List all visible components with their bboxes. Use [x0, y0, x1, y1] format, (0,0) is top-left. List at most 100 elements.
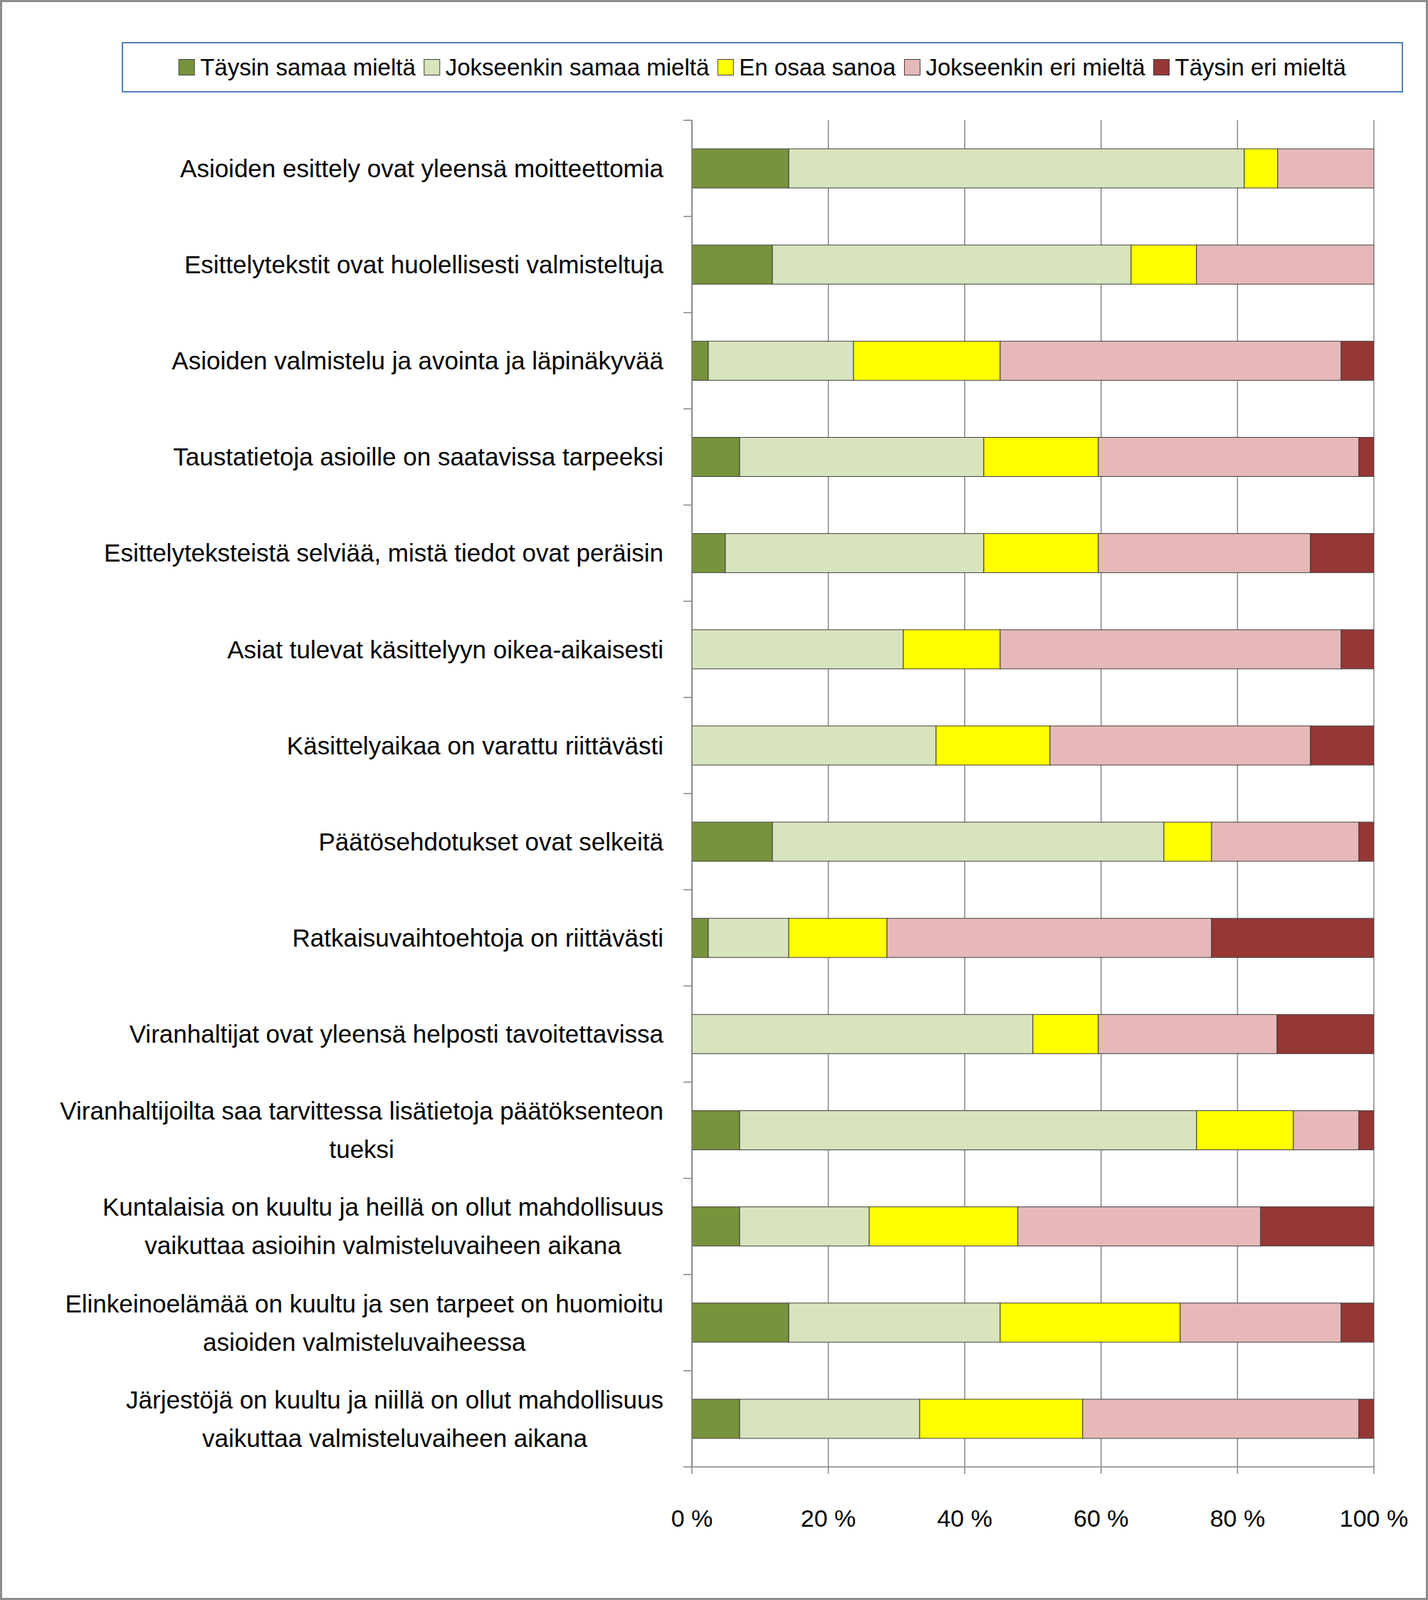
legend: Täysin samaa mieltä Jokseenkin samaa miel… — [178, 54, 1347, 81]
bar-segment — [708, 340, 854, 381]
category-label: Kuntalaisia on kuultu ja heillä on ollut… — [102, 1193, 664, 1260]
bar-segment — [739, 1207, 870, 1247]
tick-mark — [691, 1467, 693, 1475]
bar-segment — [1131, 244, 1197, 285]
category-label: Järjestöjä on kuultu ja niillä on ollut … — [126, 1386, 664, 1453]
category-label: Elinkeinoelämää on kuultu ja sen tarpeet… — [64, 1289, 664, 1357]
bar-segment — [1196, 1111, 1294, 1151]
bar-segment — [1163, 822, 1212, 862]
bar-segment — [1373, 148, 1375, 188]
grid — [691, 120, 1374, 1475]
bar-segment — [1373, 244, 1375, 285]
bar-segment — [1098, 437, 1359, 477]
category-label: Käsittelyaikaa on varattu riittävästi — [286, 731, 664, 760]
bar-segment — [1341, 340, 1374, 381]
tick-label: 100 % — [1339, 1504, 1409, 1532]
bar-segment — [1358, 822, 1374, 862]
bar-segment — [739, 1399, 920, 1439]
bar-segment — [983, 533, 1099, 574]
bar-segment — [691, 533, 726, 574]
tick-mark — [1373, 1467, 1375, 1475]
category-label: Viranhaltijat ovat yleensä helposti tavo… — [129, 1020, 665, 1048]
y-tick — [683, 985, 692, 988]
bar-segment — [725, 533, 984, 574]
bar-segment — [708, 918, 789, 958]
bar-segment — [788, 918, 887, 958]
y-tick — [683, 696, 692, 699]
y-tick — [683, 1274, 692, 1276]
category-label: Taustatietoja asioille on saatavissa tar… — [172, 442, 664, 471]
bar-segment — [691, 1111, 740, 1151]
bar-segment — [1000, 1303, 1181, 1343]
y-tick — [683, 1178, 692, 1180]
bar-segment — [772, 822, 1164, 862]
category-label: Ratkaisuvaihtoehtoja on riittävästi — [292, 924, 664, 952]
y-tick — [683, 504, 692, 507]
tick-mark — [963, 1467, 966, 1475]
tick-mark — [827, 1467, 830, 1475]
bar-segment — [691, 822, 773, 862]
grid-line — [1100, 120, 1102, 1468]
bar-segment — [739, 437, 984, 477]
bar-segment — [691, 1207, 740, 1247]
bar-segment — [691, 1014, 1033, 1054]
legend-label: Täysin samaa mieltä — [200, 54, 416, 81]
bar-segment — [1050, 726, 1311, 766]
bar-segment — [919, 1399, 1083, 1439]
legend-label: Täysin eri mieltä — [1175, 54, 1347, 81]
legend-swatch — [178, 59, 195, 76]
category-label: Esittelyteksteistä selviää, mistä tiedot… — [103, 538, 664, 567]
bar-segment — [903, 630, 1001, 670]
tick-mark — [1100, 1467, 1102, 1475]
y-tick — [683, 793, 692, 795]
legend-swatch — [1153, 59, 1170, 76]
bar-segment — [1244, 148, 1278, 188]
bar-segment — [691, 148, 789, 188]
legend-swatch — [424, 59, 440, 76]
grid-line — [963, 120, 966, 1468]
legend-label: Jokseenkin samaa mieltä — [445, 54, 710, 81]
bar-segment — [1260, 1207, 1374, 1247]
y-tick — [683, 408, 692, 411]
bar-segment — [1358, 1111, 1374, 1151]
y-tick — [683, 1082, 692, 1084]
tick-mark — [1237, 1467, 1239, 1475]
bar-segment — [691, 918, 709, 958]
chart: 0 %20 %40 %60 %80 %100 %Asioiden esittel… — [0, 0, 1428, 1600]
bar-segment — [869, 1207, 1018, 1247]
category-label: Viranhaltijoilta saa tarvittessa lisätie… — [59, 1096, 664, 1164]
bar-segment — [1358, 437, 1374, 477]
category-label: Asioiden esittely ovat yleensä moitteett… — [180, 154, 664, 183]
tick-label: 80 % — [1210, 1504, 1266, 1532]
category-label: Päätösehdotukset ovat selkeitä — [318, 827, 665, 856]
grid-line — [827, 120, 830, 1468]
bar-segment — [691, 340, 709, 381]
bar-segment — [691, 726, 937, 766]
legend-box — [122, 42, 1403, 92]
bar-segment — [1310, 533, 1374, 574]
bar-segment — [788, 1303, 1001, 1343]
bar-segment — [1017, 1207, 1261, 1247]
y-tick — [683, 600, 692, 603]
bar-segment — [691, 244, 773, 285]
bar-segment — [1196, 244, 1374, 285]
legend-swatch — [904, 59, 920, 76]
bar-segment — [1310, 726, 1374, 766]
bar-segment — [1000, 630, 1342, 670]
category-label: Asioiden valmistelu ja avointa ja läpinä… — [171, 346, 664, 375]
bar-segment — [1098, 533, 1311, 574]
frame — [1, 1, 1428, 1600]
bar-segment — [936, 726, 1050, 766]
bar-segment — [1180, 1303, 1342, 1343]
bar-segment — [691, 1399, 740, 1439]
legend-label: En osaa sanoa — [738, 54, 897, 81]
legend-label: Jokseenkin eri mieltä — [925, 54, 1146, 81]
bar-segment — [1293, 1111, 1359, 1151]
x-axis — [691, 1466, 1374, 1468]
bar-segment — [1082, 1399, 1359, 1439]
tick-label: 20 % — [800, 1504, 857, 1532]
bar-segment — [1277, 1014, 1374, 1054]
bar-segment — [739, 1111, 1197, 1151]
bar-segment — [772, 244, 1132, 285]
bar-segment — [1341, 1303, 1374, 1343]
